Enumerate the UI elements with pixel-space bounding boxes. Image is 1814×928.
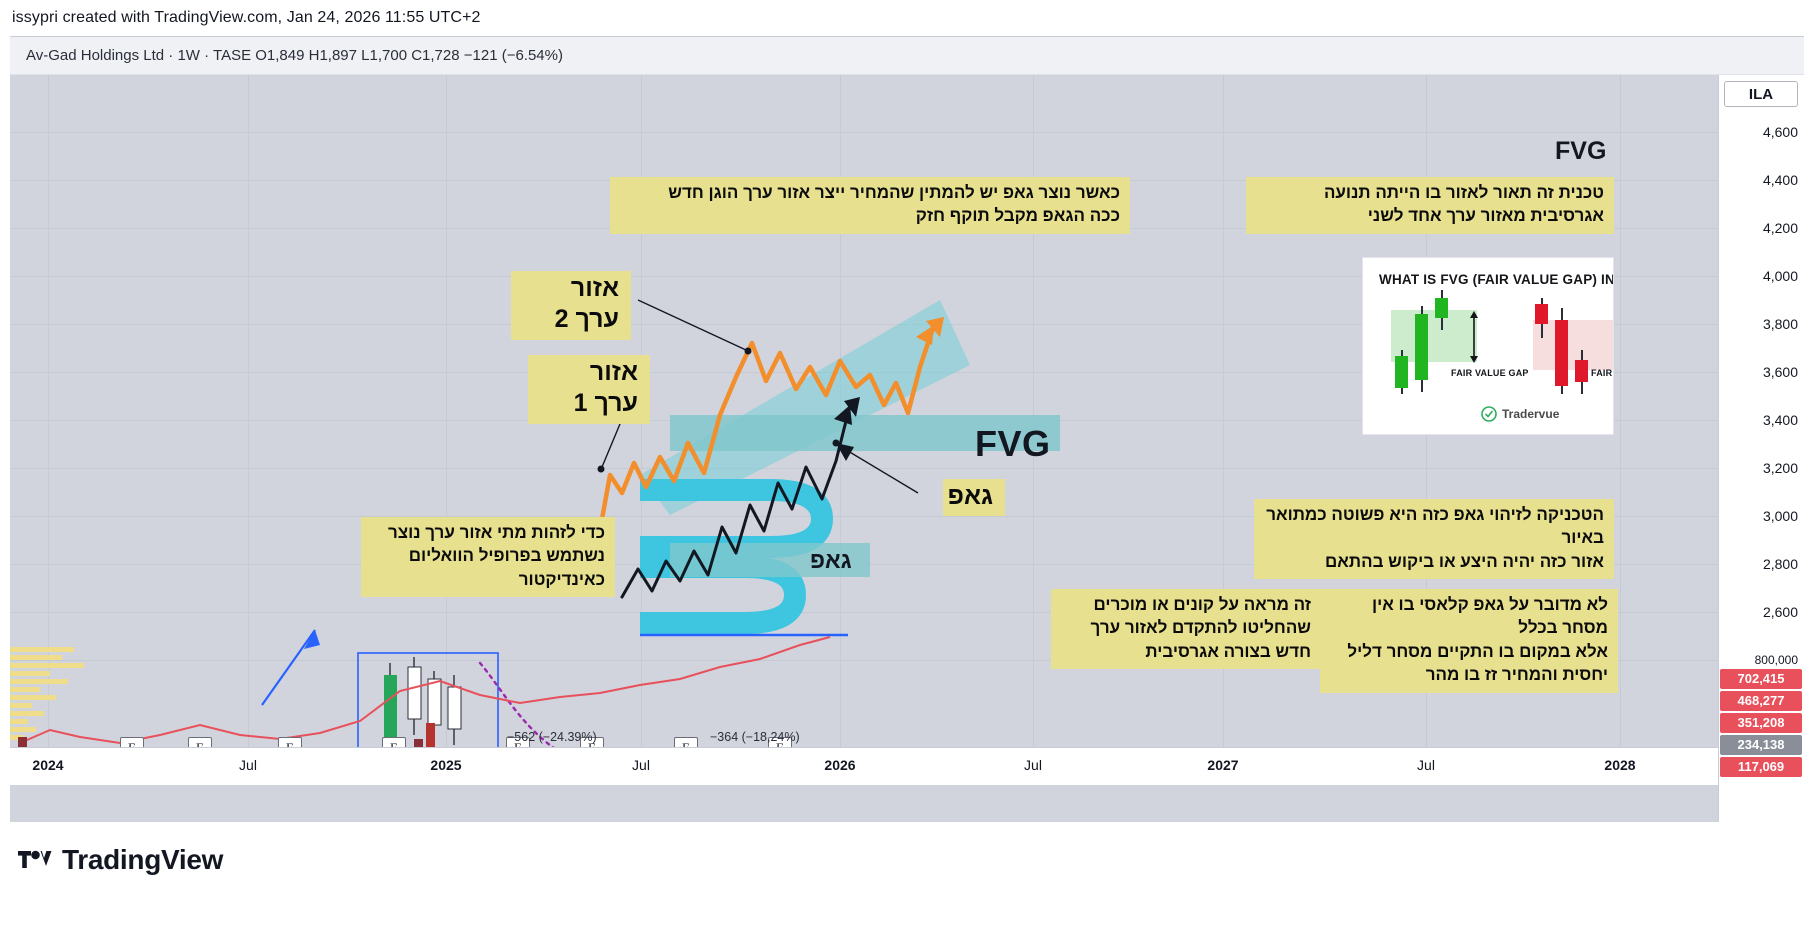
note-value-area-1: אזור ערך 1 xyxy=(528,355,650,424)
currency-badge[interactable]: ILA xyxy=(1724,81,1798,107)
time-tick: Jul xyxy=(1417,757,1435,773)
candle-bullish-2 xyxy=(1415,306,1428,392)
time-tick: Jul xyxy=(632,757,650,773)
price-pill-level[interactable]: 468,277 xyxy=(1720,691,1802,711)
time-tick: 2024 xyxy=(32,757,64,773)
chart-container: Av-Gad Holdings Ltd · 1W · TASE O1,849 H… xyxy=(10,36,1804,823)
time-tick: Jul xyxy=(239,757,257,773)
value-area-hook-1 xyxy=(640,556,807,634)
fvg-zone-bullish xyxy=(1391,310,1477,362)
tradingview-credit-line: issypri created with TradingView.com, Ja… xyxy=(0,0,1814,36)
time-tick: 2028 xyxy=(1604,757,1636,773)
price-tick: 4,200 xyxy=(1762,220,1798,236)
tradervue-check-icon xyxy=(1481,406,1497,422)
price-tick: 3,400 xyxy=(1762,412,1798,428)
price-pill-current[interactable]: 702,415 xyxy=(1720,669,1802,689)
note-buyers-sellers-aggressive: זה מראה על קונים או מוכרים שהחליטו להתקד… xyxy=(1051,589,1321,670)
price-tick: 3,000 xyxy=(1762,508,1798,524)
candle-bullish-1 xyxy=(1395,350,1408,394)
price-pill-level[interactable]: 234,138 xyxy=(1720,735,1802,755)
candle-bearish-3 xyxy=(1575,350,1588,394)
tradervue-brand: Tradervue xyxy=(1502,407,1560,421)
note-gap-wait-for-new-fair-value: כאשר נוצר גאפ יש להמתין שהמחיר ייצר אזור… xyxy=(610,177,1130,234)
price-tick: 3,800 xyxy=(1762,316,1798,332)
chart-plot-area[interactable]: E E E E E E E E −562 (−24.39%) 218d −364… xyxy=(10,75,1718,785)
price-tick: 2,600 xyxy=(1762,604,1798,620)
value-area-hook-2 xyxy=(640,479,834,558)
fvg-reference-image[interactable]: WHAT IS FVG (FAIR VALUE GAP) IN T xyxy=(1362,257,1614,435)
fvg-rising-channel xyxy=(640,300,970,515)
time-tick: Jul xyxy=(1024,757,1042,773)
price-tick: 4,600 xyxy=(1762,124,1798,140)
time-tick: 2026 xyxy=(824,757,856,773)
candle-bearish-2 xyxy=(1555,308,1568,394)
orange-projection-path xyxy=(599,322,937,522)
leader-line-value-area-2 xyxy=(637,299,747,351)
fvg-card-title: WHAT IS FVG (FAIR VALUE GAP) IN T xyxy=(1379,272,1614,287)
price-axis[interactable]: ILA 4,600 4,400 4,200 4,000 3,800 3,600 … xyxy=(1718,75,1804,823)
footer: TradingView xyxy=(0,822,1814,928)
note-gap: גאפ xyxy=(943,479,1005,517)
fvg-caption-left: FAIR VALUE GAP xyxy=(1451,368,1529,378)
tradingview-mark-icon xyxy=(18,850,52,868)
fvg-caption-right: FAIR xyxy=(1591,368,1613,378)
measurement-percent: −364 (−18,24%) xyxy=(710,730,800,744)
time-axis[interactable]: 2024 Jul 2025 Jul 2026 Jul 2027 Jul 2028 xyxy=(10,747,1718,785)
price-tick: 3,200 xyxy=(1762,460,1798,476)
note-volume-profile-indicator: כדי לזהות מתי אזור ערך נוצר נשתמש בפרופי… xyxy=(361,517,615,598)
note-value-area-2: אזור ערך 2 xyxy=(511,271,631,340)
note-fvg-description: טכנית זה תאור לאזור בו הייתה תנועה אגרסי… xyxy=(1246,177,1614,234)
black-arrowhead xyxy=(834,405,852,425)
candle-bearish-1 xyxy=(1535,298,1548,338)
tradingview-wordmark: TradingView xyxy=(62,844,224,875)
price-pill-level[interactable]: 117,069 xyxy=(1720,757,1802,777)
tradingview-logo[interactable]: TradingView xyxy=(18,844,223,876)
price-tick: 4,400 xyxy=(1762,172,1798,188)
candle-bullish-3 xyxy=(1435,290,1448,330)
note-fvg-technique: הטכניקה לזיהוי גאפ כזה היא פשוטה כמתואר … xyxy=(1254,499,1614,580)
orange-arrowhead xyxy=(916,325,934,345)
time-tick: 2027 xyxy=(1207,757,1239,773)
note-not-classic-gap: לא מדובר על גאפ קלאסי בו אין מסחר בכלל א… xyxy=(1320,589,1618,693)
gap-mid-label: גאפ xyxy=(810,547,852,573)
fvg-gap-arrow-left xyxy=(1470,311,1478,363)
price-tick-volume-max: 800,000 xyxy=(1754,653,1798,667)
price-tick: 4,000 xyxy=(1762,268,1798,284)
price-pill-level[interactable]: 351,208 xyxy=(1720,713,1802,733)
measure-box xyxy=(357,652,499,754)
blue-up-arrow xyxy=(261,629,316,706)
fvg-zone-label: FVG xyxy=(975,423,1051,464)
fvg-top-title: FVG xyxy=(1555,137,1607,165)
measurement-percent: −562 (−24.39%) xyxy=(507,730,597,744)
price-tick: 2,800 xyxy=(1762,556,1798,572)
chart-legend[interactable]: Av-Gad Holdings Ltd · 1W · TASE O1,849 H… xyxy=(10,37,1804,75)
price-tick: 3,600 xyxy=(1762,364,1798,380)
fvg-zone-bearish xyxy=(1533,320,1613,370)
time-tick: 2025 xyxy=(430,757,462,773)
leader-line-gap xyxy=(837,444,919,494)
